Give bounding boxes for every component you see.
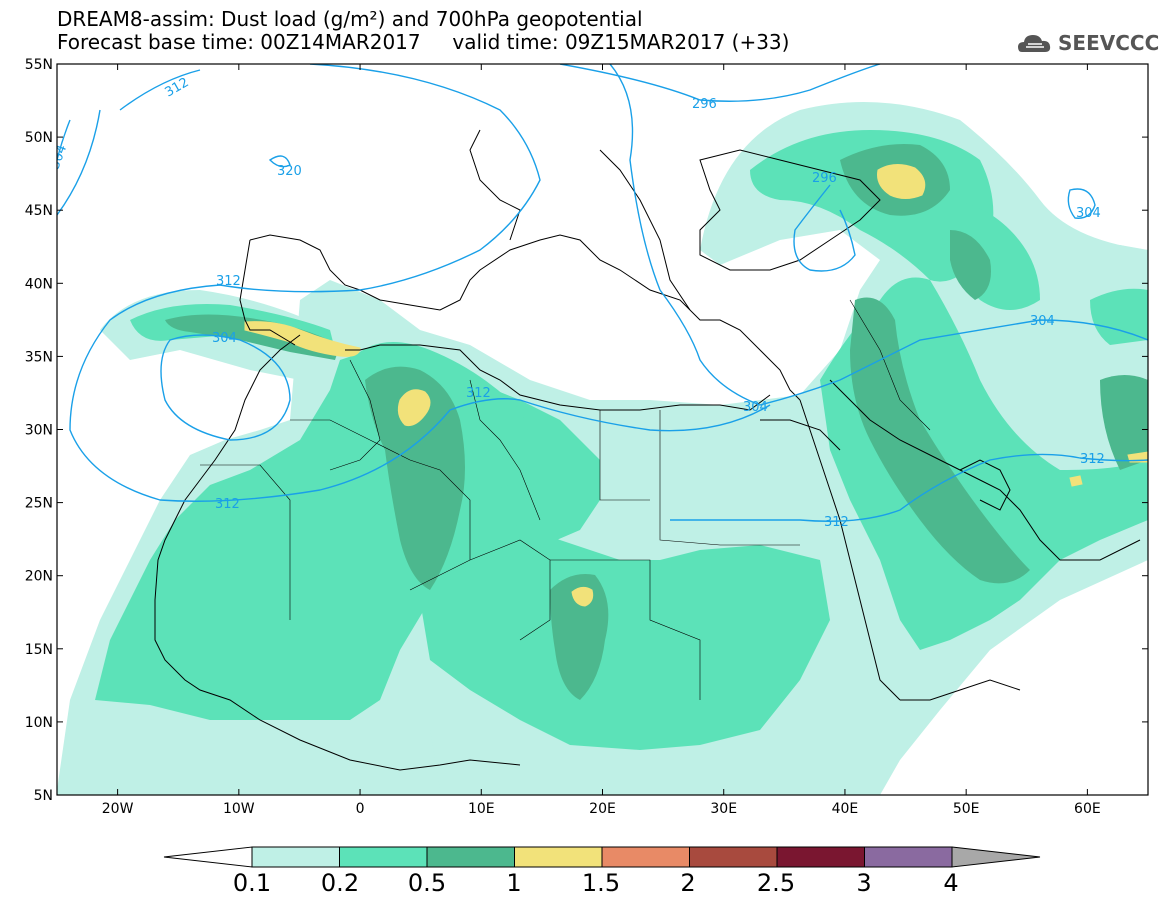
country-borders xyxy=(200,299,931,700)
colorbar-label: 0.2 xyxy=(320,869,360,897)
contour-label: 304 xyxy=(1030,314,1055,329)
contour-label: 296 xyxy=(812,171,837,186)
latitude-axis: 5N 10N 15N 20N 25N 30N 35N 40N 45N 50N 55N xyxy=(25,57,1148,804)
contour-label: 312 xyxy=(216,274,241,289)
lat-label: 10N xyxy=(25,715,53,731)
lat-label: 40N xyxy=(25,276,53,292)
lon-label: 60E xyxy=(1074,801,1101,817)
map-title: DREAM8-assim: Dust load (g/m²) and 700hP… xyxy=(57,7,643,31)
lat-label: 25N xyxy=(25,496,53,512)
lon-label: 30E xyxy=(710,801,737,817)
contour-label: 320 xyxy=(277,164,302,179)
lon-label: 10W xyxy=(223,801,255,817)
cloud-logo-icon xyxy=(1018,35,1051,52)
lat-label: 55N xyxy=(25,57,53,73)
lon-label: 40E xyxy=(832,801,859,817)
colorbar-label: 4 xyxy=(943,869,959,897)
lat-label: 15N xyxy=(25,642,53,658)
geopotential-contours xyxy=(57,64,1148,522)
contour-label: 296 xyxy=(692,97,717,112)
colorbar-label: 3 xyxy=(856,869,872,897)
longitude-axis: 20W 10W 0 10E 20E 30E 40E 50E 60E xyxy=(102,64,1101,817)
contour-label: 312 xyxy=(1080,452,1105,467)
lat-label: 20N xyxy=(25,569,53,585)
seevccc-logo-text: SEEVCCC xyxy=(1058,31,1160,55)
contour-label: 312 xyxy=(824,515,849,530)
lat-label: 45N xyxy=(25,203,53,219)
colorbar-label: 2 xyxy=(680,869,696,897)
colorbar-label: 1 xyxy=(506,869,522,897)
lon-label: 0 xyxy=(356,801,365,817)
colorbar-label: 0.5 xyxy=(407,869,447,897)
lon-label: 20E xyxy=(589,801,616,817)
forecast-time-line: Forecast base time: 00Z14MAR2017 valid t… xyxy=(57,30,790,54)
lat-label: 35N xyxy=(25,349,53,365)
contour-label: 312 xyxy=(215,497,240,512)
lon-label: 20W xyxy=(102,801,134,817)
contour-label: 304 xyxy=(212,331,237,346)
contour-label: 312 xyxy=(466,386,491,401)
contour-label: 304 xyxy=(1076,206,1101,221)
colorbar-label: 1.5 xyxy=(581,869,621,897)
lat-label: 50N xyxy=(25,130,53,146)
dust-level-1 xyxy=(244,164,1148,607)
lat-label: 30N xyxy=(25,423,53,439)
contour-label: 304 xyxy=(743,400,768,415)
lat-label: 5N xyxy=(34,788,53,804)
colorbar-label: 2.5 xyxy=(756,869,796,897)
coastlines xyxy=(154,129,1141,771)
lon-label: 10E xyxy=(468,801,495,817)
lon-label: 50E xyxy=(953,801,980,817)
colorbar-label: 0.1 xyxy=(232,869,272,897)
dust-fields: 312 304 320 296 296 304 312 304 304 312 … xyxy=(57,64,1148,795)
